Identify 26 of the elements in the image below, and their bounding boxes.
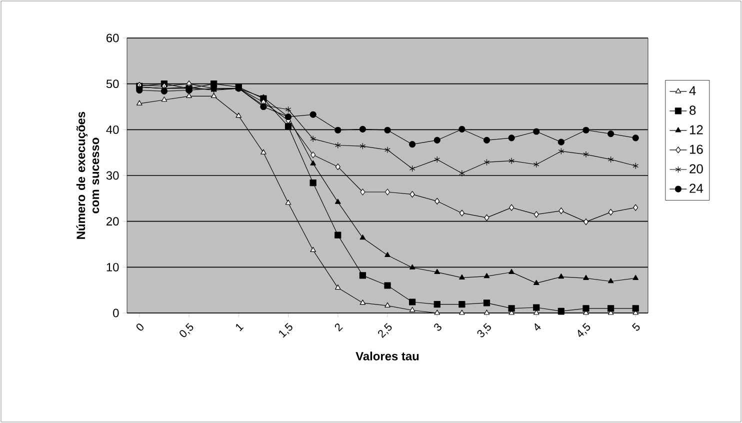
x-tick-label: 3,5 bbox=[477, 322, 491, 338]
x-tick-label: 1,5 bbox=[279, 322, 292, 338]
legend-label: 8 bbox=[690, 106, 696, 115]
x-tick-label: 5 bbox=[632, 322, 640, 331]
y-tick-label: 40 bbox=[106, 125, 119, 134]
legend-label: 16 bbox=[690, 144, 703, 154]
x-tick-label: 2 bbox=[334, 324, 343, 332]
legend-label: 12 bbox=[690, 125, 703, 134]
legend-label: 4 bbox=[689, 86, 696, 96]
y-tick-label: 30 bbox=[106, 171, 119, 180]
x-tick-label: 4,5 bbox=[578, 322, 590, 337]
y-tick-label: 0 bbox=[113, 308, 119, 318]
x-tick-label: 0 bbox=[136, 324, 144, 331]
legend-label: 24 bbox=[690, 184, 704, 193]
x-axis-title: Valores tau bbox=[356, 352, 419, 360]
x-tick-label: 4 bbox=[534, 323, 541, 330]
y-tick-label: 10 bbox=[106, 262, 119, 272]
x-tick-label: 3 bbox=[434, 324, 442, 331]
legend-label: 20 bbox=[690, 164, 703, 174]
x-tick-label: 1 bbox=[236, 324, 244, 332]
x-tick-label: 2,5 bbox=[378, 322, 392, 338]
y-axis-title: Número de execuções com sucesso bbox=[76, 112, 100, 239]
y-tick-label: 50 bbox=[106, 80, 119, 88]
y-tick-label: 60 bbox=[106, 34, 119, 42]
y-tick-label: 20 bbox=[106, 217, 119, 226]
x-tick-label: 0,5 bbox=[180, 322, 194, 338]
